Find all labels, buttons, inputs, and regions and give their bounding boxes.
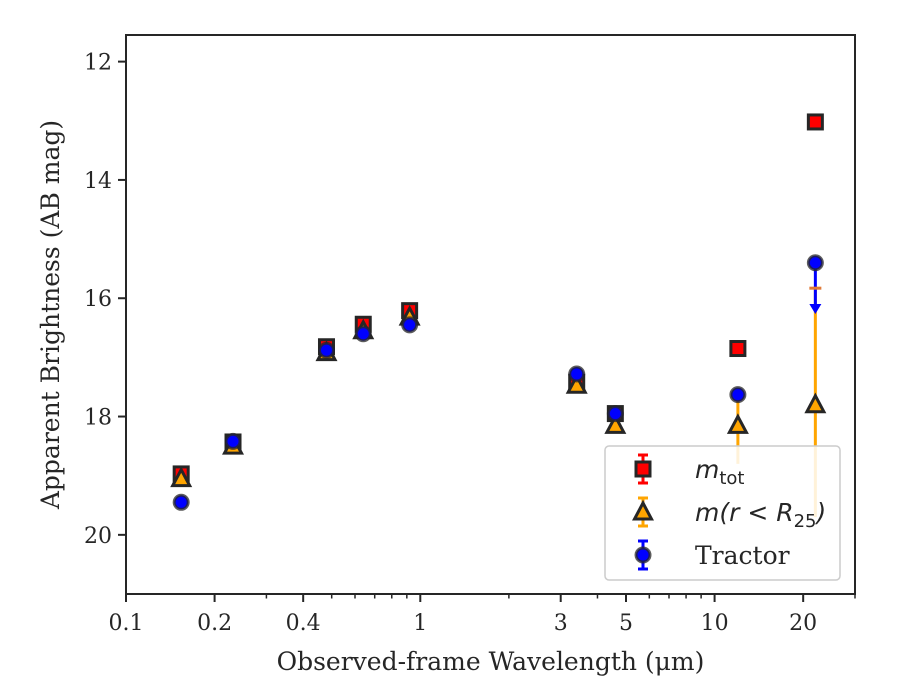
x-tick-label: 0.4 [286,611,321,636]
axes: 0.1 0.2 0.4 1 3 5 10 20 12 14 16 18 20 [84,34,856,636]
data-point-circle [317,341,335,359]
x-tick-label: 3 [554,611,568,636]
legend-label-subscript: 25 [794,511,817,532]
data-point-circle [354,325,372,343]
legend-label: Tractor [695,541,790,570]
legend-marker-square [634,460,652,478]
x-axis-title: Observed-frame Wavelength (μm) [277,647,705,676]
x-tick-label: 1 [413,611,427,636]
data-point-triangle [804,392,827,414]
plot-frame [125,34,856,595]
legend-box [604,445,841,581]
x-tick-label: 0.2 [197,611,232,636]
y-tick-label: 16 [84,287,112,312]
y-tick-label: 20 [84,524,112,549]
legend-label: m(r < R25) [695,498,826,532]
legend-label-suffix: ) [815,498,827,527]
data-point-triangle [604,413,627,434]
x-tick-label: 5 [619,611,633,636]
x-tick-label: 20 [789,611,817,636]
y-tick-label: 14 [84,169,112,194]
data-point-square [729,340,747,358]
data-point-triangle [170,466,193,488]
data-point-circle [729,386,747,404]
data-point-circle [806,254,824,272]
data-point-triangle [726,413,749,434]
limit-arrow-head [809,304,822,315]
legend: mtot m(r < R25) Tractor [604,445,841,581]
x-tick-label: 0.1 [109,611,144,636]
data-point-circle [606,405,624,423]
y-tick-label: 12 [84,51,112,76]
legend-marker-circle [634,546,652,564]
data-point-square [806,113,824,131]
y-tick-label: 18 [84,406,112,431]
legend-label: mtot [695,455,745,489]
data-point-triangle [565,372,588,394]
legend-label-main: m [695,455,719,484]
y-axis-title: Apparent Brightness (AB mag) [36,120,65,510]
x-tick-label: 10 [701,611,729,636]
legend-label-subscript: tot [719,468,744,489]
data-point-circle [224,432,242,450]
data-point-circle [568,365,586,383]
legend-label-main: m(r < R [695,498,794,527]
data-point-circle [172,493,190,511]
legend-marker-triangle [632,499,654,521]
data-point-circle [401,316,419,334]
plot-area [170,113,827,518]
